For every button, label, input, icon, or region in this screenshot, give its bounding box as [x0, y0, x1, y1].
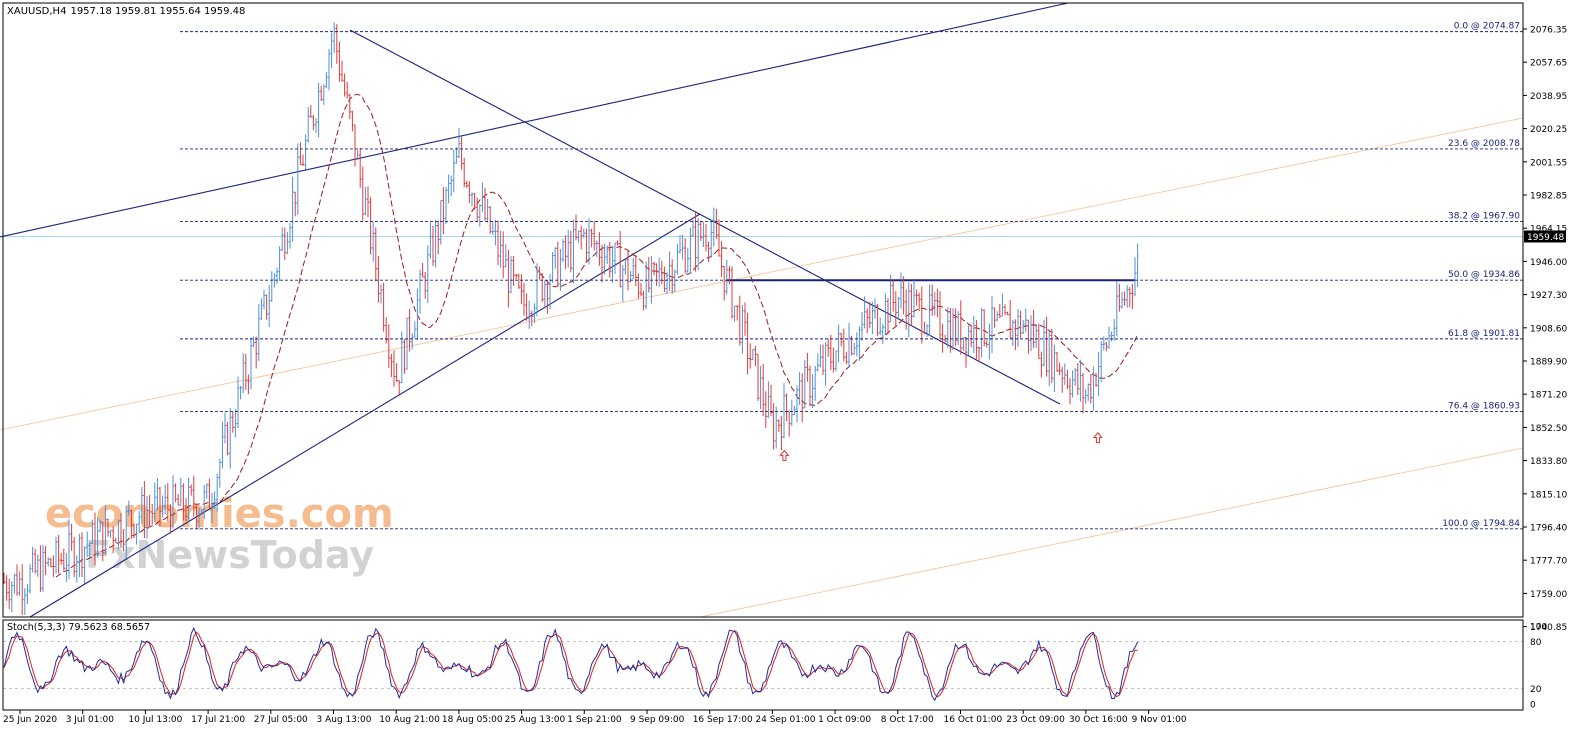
x-tick-label: 16 Sep 17:00 — [693, 715, 753, 725]
main-chart-frame — [2, 2, 1524, 618]
y-tick-label: 2001.55 — [1530, 158, 1567, 168]
trend-channel-lower — [29, 213, 701, 618]
y-tick-label: 2076.35 — [1530, 26, 1567, 36]
y-tick-label: 1777.70 — [1530, 557, 1567, 567]
y-tick-label: 1759.00 — [1530, 590, 1567, 600]
x-tick-label: 1 Oct 09:00 — [818, 715, 871, 725]
stoch-tick-label: 0 — [1530, 701, 1536, 711]
stoch-tick-label: 100 — [1530, 623, 1547, 633]
y-tick-label: 1946.00 — [1530, 258, 1567, 268]
y-tick-label: 2057.65 — [1530, 59, 1567, 69]
fib-level-label: 100.0 @ 1794.84 — [1442, 519, 1520, 529]
fib-level-label: 23.6 @ 2008.78 — [1448, 139, 1520, 149]
y-tick-label: 1982.85 — [1530, 192, 1567, 202]
stoch-tick-label: 80 — [1530, 638, 1542, 648]
y-tick-label: 1908.60 — [1530, 324, 1567, 334]
up-arrow-marker — [779, 449, 790, 461]
x-tick-label: 23 Oct 09:00 — [1006, 715, 1065, 725]
y-tick-label: 1833.80 — [1530, 457, 1567, 467]
y-tick-label: 1815.10 — [1530, 490, 1567, 500]
y-tick-label: 2020.25 — [1530, 125, 1567, 135]
x-tick-label: 10 Jul 13:00 — [128, 715, 182, 725]
channel-upper-line — [0, 117, 1524, 431]
trend-channel-upper — [0, 2, 1069, 238]
x-tick-label: 3 Aug 13:00 — [317, 715, 372, 725]
y-tick-label: 2038.95 — [1530, 92, 1567, 102]
x-tick-label: 25 Jun 2020 — [3, 715, 57, 725]
fib-level-label: 0.0 @ 2074.87 — [1454, 22, 1520, 32]
trend-down-line — [349, 29, 1061, 405]
price-bars — [2, 22, 1139, 616]
y-tick-label: 1964.15 — [1530, 225, 1567, 235]
stoch-title: Stoch(5,3,3) 79.5623 68.5657 — [7, 622, 150, 633]
current-price-tag — [1524, 230, 1566, 243]
x-tick-label: 9 Sep 09:00 — [630, 715, 685, 725]
y-tick-label: 1871.20 — [1530, 391, 1567, 401]
x-tick-label: 16 Oct 01:00 — [944, 715, 1003, 725]
x-tick-label: 8 Oct 17:00 — [881, 715, 934, 725]
axes: 2076.35 2057.65 2038.95 2020.25 2001.55 1982.… — [2, 2, 1567, 725]
symbol-label: XAUUSD,H4 1957.18 1959.81 1955.64 1959.48 — [7, 6, 245, 17]
current-price-label: 1959.48 — [1527, 233, 1564, 243]
x-tick-label: 30 Oct 16:00 — [1069, 715, 1128, 725]
y-tick-label: 1927.30 — [1530, 291, 1567, 301]
fib-level-label: 61.8 @ 1901.81 — [1448, 329, 1520, 339]
x-tick-label: 1 Sep 21:00 — [567, 715, 622, 725]
stoch-frame — [2, 619, 1524, 711]
x-tick-label: 10 Aug 21:00 — [379, 715, 440, 725]
stoch-tick-label: 20 — [1530, 685, 1542, 695]
fib-level-label: 76.4 @ 1860.93 — [1448, 401, 1520, 411]
y-tick-label: 1852.50 — [1530, 424, 1567, 434]
up-arrow-marker — [1092, 431, 1103, 444]
channel-lower-line — [699, 447, 1524, 618]
x-tick-label: 24 Sep 01:00 — [755, 715, 815, 725]
y-tick-label: 1889.90 — [1530, 358, 1567, 368]
x-tick-label: 9 Nov 01:00 — [1132, 715, 1187, 725]
stochastic-panel — [3, 626, 1523, 702]
x-tick-label: 3 Jul 01:00 — [66, 715, 115, 725]
x-tick-label: 17 Jul 21:00 — [191, 715, 245, 725]
x-tick-label: 18 Aug 05:00 — [442, 715, 503, 725]
x-tick-label: 25 Aug 13:00 — [505, 715, 566, 725]
stoch-main-line — [3, 626, 1139, 702]
y-tick-label: 1740.85 — [1530, 623, 1567, 633]
fibonacci-levels: 0.0 @ 2074.87 23.6 @ 2008.78 38.2 @ 1967.9… — [180, 22, 1523, 530]
y-tick-label: 1796.40 — [1530, 524, 1567, 534]
fib-level-label: 38.2 @ 1967.90 — [1448, 212, 1520, 222]
x-tick-label: 27 Jul 05:00 — [254, 715, 308, 725]
stoch-signal-line — [3, 630, 1138, 698]
fib-level-label: 50.0 @ 1934.86 — [1448, 270, 1520, 280]
